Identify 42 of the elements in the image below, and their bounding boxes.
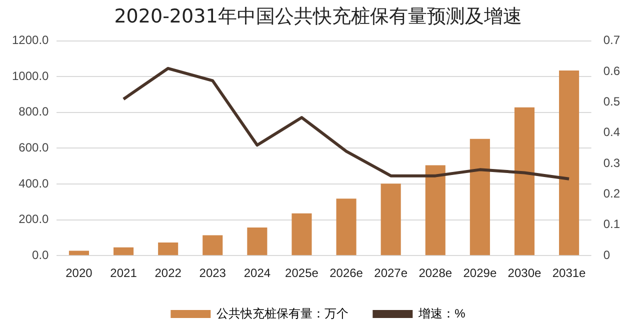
bar (68, 250, 90, 256)
bar (425, 165, 446, 256)
x-tick-label: 2022 (154, 266, 182, 280)
y-tick-label: 800.0 (18, 104, 50, 119)
legend-label: 增速：% (418, 306, 466, 320)
y2-tick-label: 0.3 (603, 156, 620, 170)
x-tick-label: 2027e (374, 266, 408, 280)
x-tick-label: 2024 (244, 266, 271, 280)
y-tick-label: 200.0 (18, 212, 50, 226)
x-tick-label: 2021 (110, 266, 138, 280)
y-tick-label: 1000.0 (12, 68, 50, 83)
x-tick-label: 2028e (418, 266, 452, 280)
x-tick-label: 2020 (66, 266, 93, 280)
y-tick-label: 0.0 (32, 248, 50, 262)
chart-title: 2020-2031年中国公共快充桩保有量预测及增速 (114, 5, 522, 28)
y2-tick-label: 0.5 (603, 94, 620, 108)
bar (470, 138, 490, 256)
bar (380, 184, 401, 256)
y2-tick-label: 0.7 (603, 33, 620, 48)
bar (514, 107, 535, 256)
bar (202, 235, 223, 256)
y-tick-label: 400.0 (18, 176, 50, 190)
bar (336, 198, 356, 256)
y2-tick-label: 0.2 (603, 186, 620, 201)
bar (559, 70, 580, 256)
x-tick-label: 2025e (285, 266, 319, 280)
bar (292, 213, 312, 256)
y2-tick-label: 0.4 (603, 125, 620, 140)
bar (247, 227, 268, 256)
bar (158, 242, 178, 256)
y2-tick-label: 0 (603, 248, 610, 262)
legend-label: 公共快充桩保有量：万个 (216, 306, 349, 320)
x-tick-label: 2029e (463, 266, 497, 280)
y2-tick-label: 0.6 (603, 64, 620, 78)
bar (114, 247, 134, 256)
x-tick-label: 2023 (199, 266, 226, 280)
y-tick-label: 600.0 (18, 140, 50, 155)
x-tick-label: 2031e (552, 266, 586, 280)
y2-tick-label: 0.1 (603, 217, 620, 232)
x-tick-label: 2030e (508, 266, 542, 280)
x-tick-label: 2026e (330, 266, 364, 280)
y-tick-label: 1200.0 (12, 33, 50, 48)
